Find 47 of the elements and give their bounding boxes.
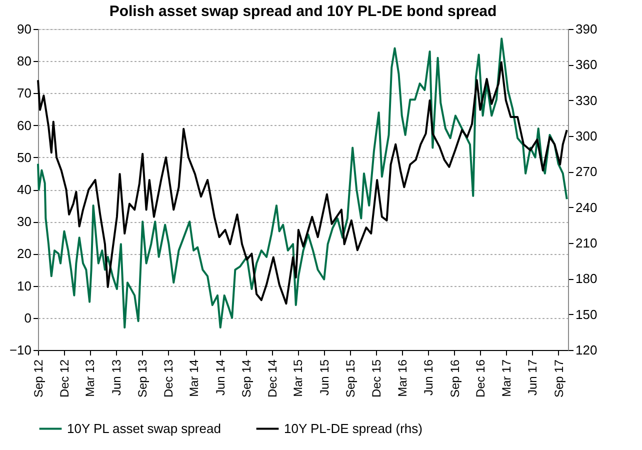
x-tick-label: Mar 15 (291, 359, 306, 397)
y-tick-label: 10 (17, 278, 32, 294)
y2-tick-label: 210 (576, 236, 598, 250)
y2-tick-label: 390 (576, 22, 598, 36)
y-tick-label: 50 (17, 150, 32, 165)
y2-tick-label: 150 (576, 306, 598, 322)
x-tick-label: Jun 14 (213, 359, 228, 396)
x-tick-label: Mar 17 (499, 359, 514, 397)
line-series (37, 38, 568, 329)
x-tick-label: Sep 16 (448, 359, 462, 398)
x-tick-label: Dec 12 (57, 359, 72, 398)
x-tick-label: Jun 13 (109, 359, 124, 396)
x-tick-label: Dec 13 (161, 359, 176, 398)
y-tick-label: 60 (17, 118, 32, 133)
legend-label: 10Y PL-DE spread (rhs) (284, 420, 422, 436)
line-series (37, 61, 568, 305)
y-tick-label: 80 (17, 54, 32, 69)
x-tick-label: Jun 15 (317, 359, 332, 396)
x-tick-label: Sep 13 (136, 359, 150, 398)
y-tick-label: 40 (17, 182, 32, 197)
y2-tick-label: 180 (576, 271, 598, 286)
y2-tick-label: 360 (576, 57, 598, 72)
x-tick-label: Mar 13 (83, 359, 98, 397)
y2-tick-label: 240 (576, 200, 598, 215)
x-tick-label: Mar 14 (187, 359, 202, 397)
x-tick-label: Sep 17 (552, 359, 566, 398)
y-tick-label: 90 (17, 22, 32, 36)
legend-label: 10Y PL asset swap spread (67, 420, 221, 436)
x-tick-label: Jun 17 (526, 359, 540, 396)
x-tick-label: Dec 16 (474, 359, 488, 398)
y-tick-label: 20 (17, 246, 32, 262)
y-tick-label: −10 (9, 342, 32, 358)
y2-tick-label: 300 (576, 128, 598, 144)
x-tick-label: Sep 12 (32, 359, 46, 398)
y-tick-label: 0 (24, 310, 32, 326)
x-tick-label: Mar 16 (395, 359, 410, 397)
x-tick-label: Dec 15 (369, 359, 384, 398)
y2-tick-label: 270 (576, 164, 598, 180)
y-tick-label: 70 (17, 86, 32, 101)
chart-title: Polish asset swap spread and 10Y PL-DE bond spread (109, 3, 497, 20)
x-tick-label: Jun 16 (422, 359, 436, 396)
x-tick-label: Sep 14 (240, 359, 254, 398)
x-tick-label: Sep 15 (344, 359, 358, 398)
y2-tick-label: 120 (576, 342, 598, 358)
y2-tick-label: 330 (576, 92, 598, 108)
x-tick-label: Dec 14 (265, 359, 280, 398)
y-tick-label: 30 (17, 214, 32, 230)
